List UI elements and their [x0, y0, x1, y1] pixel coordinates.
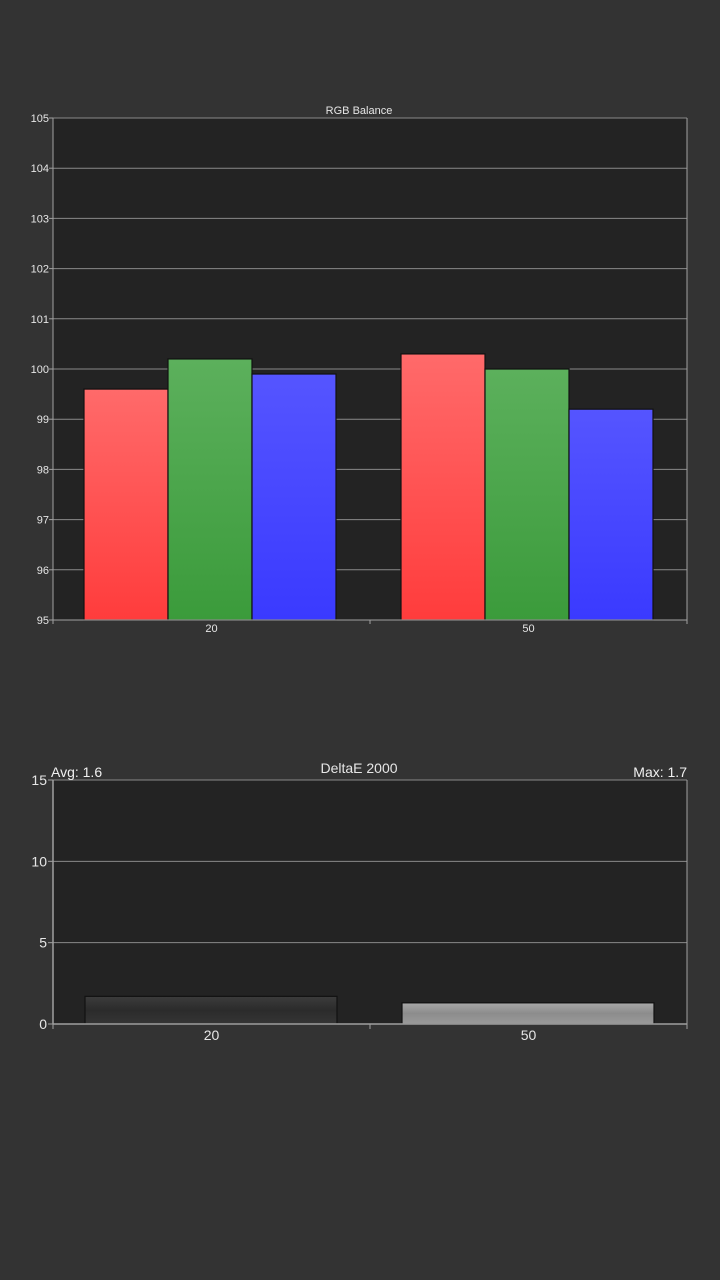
rgb-bar-red-50 [400, 353, 486, 621]
rgb-y-tick-label-95: 95 [37, 615, 49, 627]
rgb-balance-axes [49, 117, 688, 624]
rgb-y-tick-label-105: 105 [31, 113, 49, 125]
deltae-title: DeltaE 2000 [320, 760, 397, 776]
deltae-y-tick-label-15: 15 [31, 772, 47, 788]
rgb-balance-y-tick-labels: 95 96 97 98 99 100 101 102 103 104 105 [31, 113, 49, 627]
deltae-y-tick-label-5: 5 [39, 935, 47, 951]
deltae-x-tick-label-50: 50 [521, 1027, 537, 1043]
rgb-y-tick-label-97: 97 [37, 515, 49, 527]
deltae-axes [48, 779, 688, 1029]
deltae-plot-area [53, 780, 687, 1024]
rgb-y-tick-label-98: 98 [37, 464, 49, 476]
rgb-bar-green-20 [167, 358, 253, 621]
rgb-bar-blue-20 [251, 373, 337, 621]
rgb-y-tick-label-102: 102 [31, 264, 49, 276]
rgb-bar-green-50 [484, 368, 570, 621]
rgb-y-tick-label-103: 103 [31, 213, 49, 225]
rgb-bar-red-20 [83, 388, 169, 621]
deltae-y-tick-labels: 0 5 10 15 [31, 772, 47, 1032]
rgb-x-tick-label-20: 20 [205, 623, 217, 635]
rgb-y-tick-label-96: 96 [37, 565, 49, 577]
rgb-y-tick-label-104: 104 [31, 163, 49, 175]
rgb-bar-blue-50 [568, 408, 654, 621]
deltae-bar-20 [84, 995, 338, 1025]
rgb-y-tick-label-99: 99 [37, 414, 49, 426]
deltae-x-tick-label-20: 20 [204, 1027, 220, 1043]
rgb-y-tick-label-101: 101 [31, 314, 49, 326]
deltae-avg-label: Avg: 1.6 [51, 764, 102, 780]
rgb-x-tick-label-50: 50 [522, 623, 534, 635]
deltae-y-tick-label-10: 10 [31, 853, 47, 869]
deltae-max-label: Max: 1.7 [633, 764, 687, 780]
deltae-x-tick-labels: 20 50 [204, 1027, 537, 1043]
deltae-bar-50 [401, 1002, 655, 1025]
rgb-balance-title: RGB Balance [326, 105, 393, 117]
rgb-balance-bars [83, 353, 654, 621]
deltae-y-tick-label-0: 0 [39, 1016, 47, 1032]
rgb-balance-x-tick-labels: 20 50 [205, 623, 534, 635]
rgb-y-tick-label-100: 100 [31, 364, 49, 376]
